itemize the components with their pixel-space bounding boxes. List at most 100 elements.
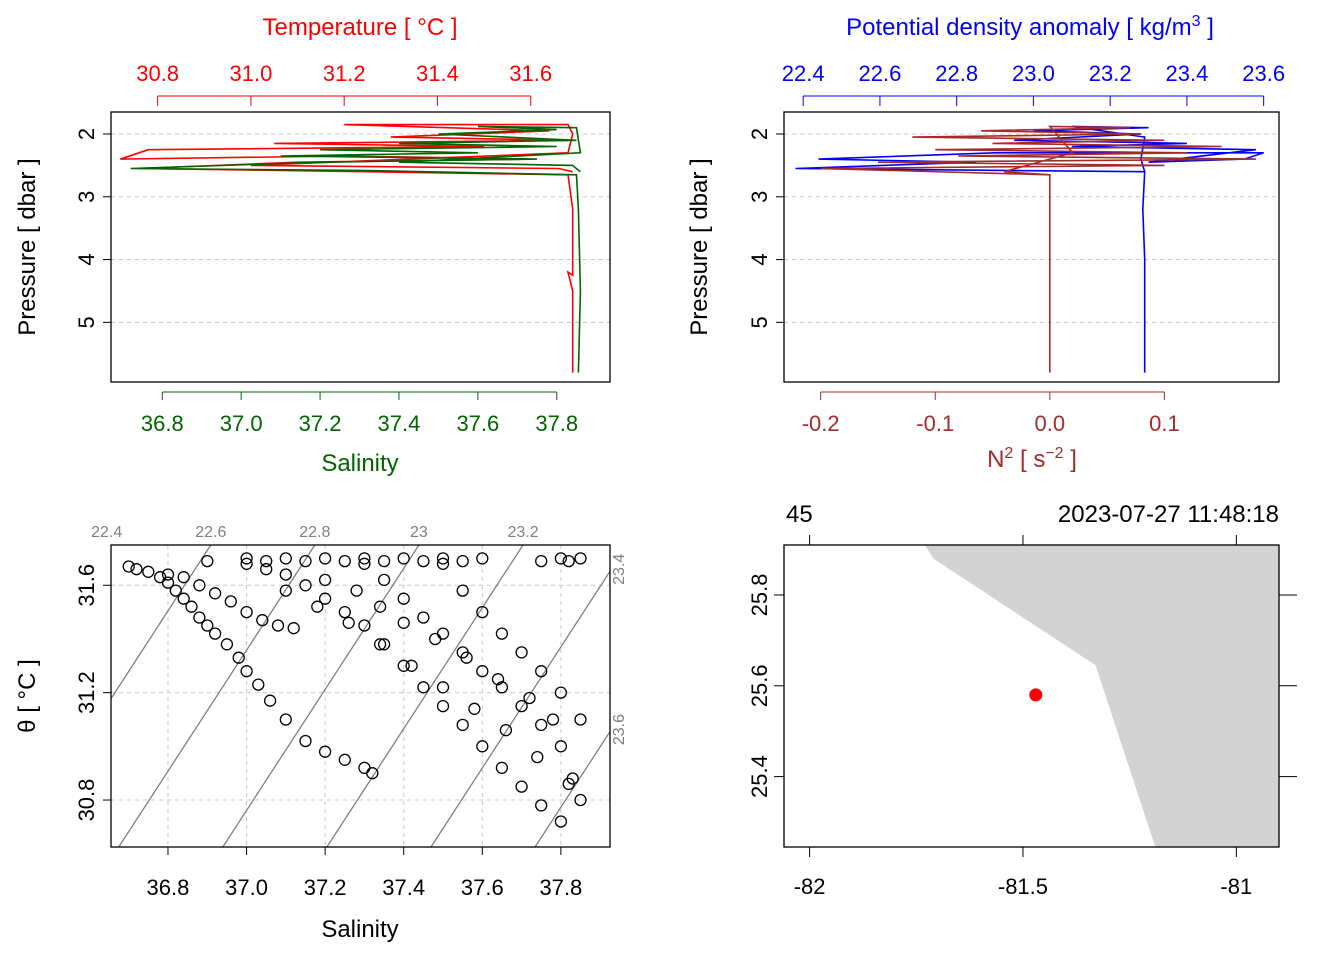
top-tick-label: 23.2 (1089, 61, 1132, 86)
plot-frame (783, 111, 1280, 383)
ts-point (523, 691, 536, 705)
ts-point (554, 552, 568, 565)
ts-point (515, 780, 528, 793)
ts-point (436, 552, 450, 565)
ts-point (417, 611, 430, 624)
top-tick-label: 31.0 (229, 61, 272, 86)
ts-point (366, 767, 379, 780)
ts-point (232, 651, 245, 664)
ts-point (240, 605, 253, 619)
y-tick-label: 5 (747, 316, 772, 328)
ts-point (311, 600, 324, 613)
ts-point (429, 632, 442, 646)
ts-point (318, 592, 332, 605)
n2-axis-title-superscript: 2 (1004, 445, 1013, 462)
temperature-axis-title: Temperature [ °C ] (263, 14, 458, 41)
profile-lines (120, 123, 582, 373)
ts-point (535, 665, 548, 678)
ts-point (279, 552, 292, 565)
bottom-tick-label: -0.1 (916, 411, 954, 436)
y-tick-label: 3 (747, 191, 772, 203)
ts-point (535, 554, 548, 568)
top-tick-label: 23.0 (1012, 61, 1055, 86)
profile-lines (795, 125, 1264, 373)
top-tick-label: 31.4 (416, 61, 459, 86)
y-tick-label: 31.6 (74, 564, 99, 607)
y-tick-label: 2 (747, 128, 772, 140)
ts-point (208, 587, 222, 600)
x-tick-label: 36.8 (147, 875, 190, 900)
pressure-gridlines (111, 133, 610, 323)
y-tick-label: 25.4 (747, 755, 772, 798)
isopycnal-label: 23.6 (611, 714, 628, 745)
ts-point (456, 584, 469, 597)
top-tick-label: 22.6 (859, 61, 902, 86)
bottom-tick-label: 37.2 (299, 411, 342, 436)
theta-axis: 30.8 31.2 31.6 (74, 564, 111, 821)
bottom-tick-label: 0.0 (1035, 411, 1066, 436)
ts-point (468, 702, 481, 715)
ts-point (417, 681, 430, 694)
ts-point (350, 584, 363, 597)
ts-point (263, 694, 277, 707)
bottom-tick-label: 36.8 (141, 411, 184, 436)
ts-points (122, 552, 587, 828)
ts-point (318, 573, 332, 587)
ts-point (476, 665, 489, 678)
ts-point (260, 563, 273, 576)
panel-temperature-salinity-profile: 2 3 4 5 30.8 31.0 31.2 31.4 31.6 36.8 37.0 37.2 37… (14, 14, 611, 477)
ts-point (397, 592, 410, 605)
N2-line (820, 125, 1257, 373)
top-tick-label: 23.4 (1165, 61, 1208, 86)
ts-point (177, 571, 190, 584)
ts-point (287, 622, 300, 635)
ts-point (436, 681, 450, 694)
salinity-axis: 36.8 37.0 37.2 37.4 37.6 37.8 (141, 391, 578, 436)
y-tick-label: 5 (74, 316, 99, 328)
ts-point (456, 554, 469, 568)
ts-point (405, 659, 418, 672)
isopycnal-line (326, 545, 524, 847)
x-tick-label: 37.0 (225, 875, 268, 900)
ts-point (417, 554, 430, 568)
isopycnal-line (534, 730, 610, 847)
longitude-axis: -82 -81.5 -81 (794, 847, 1252, 899)
isopycnal-label: 22.6 (195, 524, 226, 541)
station-marker (1029, 688, 1043, 702)
top-tick-label: 22.8 (935, 61, 978, 86)
isopycnal-line (222, 545, 420, 847)
ts-point (142, 565, 155, 578)
isopycnal-line (118, 545, 316, 847)
ts-point (193, 611, 206, 624)
x-tick-label: 37.6 (461, 875, 504, 900)
ts-point (201, 554, 214, 568)
ts-point (562, 777, 575, 791)
ts-point (397, 659, 410, 672)
isopycnal-label: 23.4 (611, 554, 628, 585)
n2-axis-title-mid: [ s (1013, 446, 1045, 473)
pressure-axis-title: Pressure [ dbar ] (14, 158, 41, 335)
top-tick-label: 23.6 (1242, 61, 1285, 86)
ts-point (436, 699, 450, 713)
top-tick-label: 22.4 (782, 61, 825, 86)
salinity-axis-title: Salinity (321, 916, 398, 943)
ts-point (515, 699, 528, 713)
ts-point (185, 600, 198, 613)
y-tick-label: 31.2 (74, 671, 99, 714)
salinity-line (130, 125, 582, 373)
y-tick-label: 25.6 (747, 664, 772, 707)
ts-point (299, 734, 312, 748)
temperature-line (120, 123, 574, 373)
isopycnal-label: 23.2 (507, 524, 538, 541)
ts-point (240, 552, 253, 565)
bottom-tick-label: 0.1 (1149, 411, 1180, 436)
ts-point (130, 563, 143, 576)
map-frame (783, 544, 1280, 848)
ts-point (240, 557, 253, 570)
ts-point (338, 554, 351, 568)
top-tick-label: 30.8 (136, 61, 179, 86)
ts-point (342, 616, 355, 629)
pressure-axis-title: Pressure [ dbar ] (686, 158, 713, 335)
ts-point (338, 605, 351, 619)
timestamp-label: 2023-07-27 11:48:18 (1058, 501, 1279, 528)
